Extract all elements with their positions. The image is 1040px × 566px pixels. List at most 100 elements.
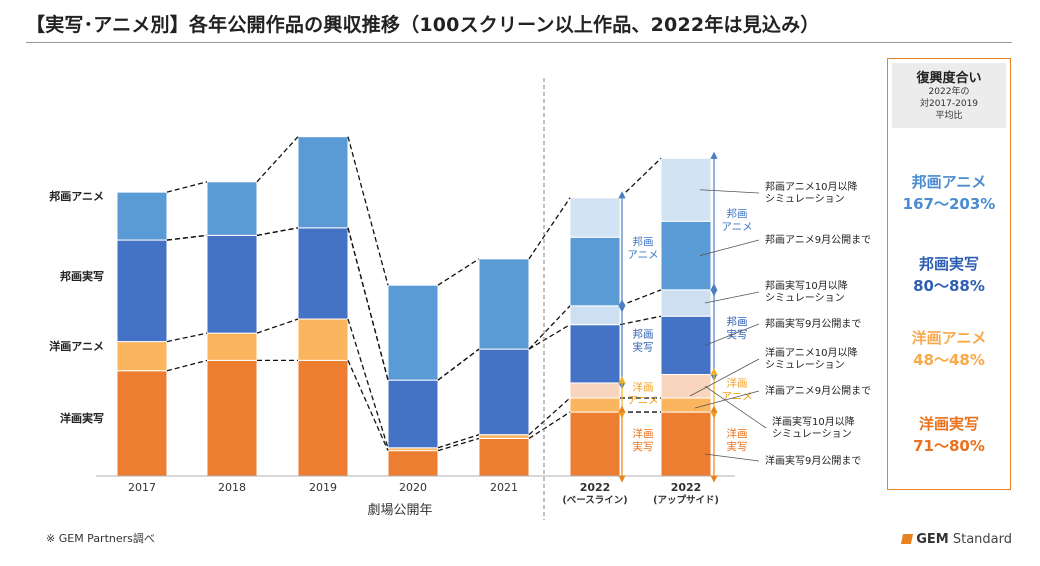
connector-line (347, 318, 389, 448)
recovery-panel-subtitle: 2022年の 対2017-2019 平均比 (892, 86, 1006, 122)
bar-segment (116, 370, 168, 477)
connector-line (619, 289, 662, 307)
bar-segment (569, 324, 621, 384)
annotation-label: シミュレーション (772, 429, 852, 440)
bar-segment (660, 315, 712, 375)
connector-line (256, 318, 299, 334)
row-label: 邦画アニメ (49, 189, 104, 203)
connector-line (437, 434, 480, 449)
bar-segment (478, 434, 530, 439)
range-label: 洋画 (633, 381, 654, 394)
bar-segment (478, 437, 530, 477)
annotation-label: 邦画実写9月公開まで (765, 317, 861, 330)
connector-line (619, 315, 662, 326)
x-tick-label: 2022 (580, 481, 611, 494)
recovery-item-range: 167～203% (902, 195, 996, 213)
annotation-label: 洋画実写10月以降 (772, 415, 855, 428)
brand-mark-icon (901, 534, 914, 544)
range-label: アニメ (627, 249, 658, 261)
annotation-label: 邦画アニメ9月公開まで (765, 233, 871, 246)
annotation-leader (699, 239, 760, 256)
annotation-leader (689, 358, 760, 397)
range-label: 邦画 (633, 327, 654, 340)
recovery-item-range: 80～88% (913, 277, 985, 295)
annotation-label: シミュレーション (765, 360, 845, 371)
x-tick-label: 2017 (128, 481, 156, 494)
recovery-item-name: 洋画アニメ (911, 329, 987, 347)
bar-segment (116, 341, 168, 372)
annotation-label: 邦画実写10月以降 (765, 279, 848, 292)
recovery-item-name: 邦画アニメ (911, 173, 987, 191)
recovery-item-name: 洋画実写 (918, 415, 979, 433)
subtitle-line: 2022年の (928, 87, 970, 97)
subtitle-line: 対2017-2019 (919, 99, 979, 109)
connector-line (528, 397, 571, 436)
connector-line (166, 332, 208, 343)
annotation-label: 邦画アニメ10月以降 (765, 180, 858, 193)
range-label: 洋画 (727, 427, 748, 440)
bar-segment (569, 411, 621, 477)
range-label: 邦画 (633, 235, 654, 248)
bar-segment (206, 234, 258, 334)
x-tick-label: (アップサイド) (653, 494, 719, 506)
range-label: アニメ (721, 221, 752, 233)
recovery-panel-title: 復興度合い (916, 71, 982, 86)
annotation-label: シミュレーション (765, 293, 845, 304)
connector-line (166, 359, 208, 372)
connector-line (256, 227, 299, 236)
recovery-panel-header: 復興度合い 2022年の 対2017-2019 平均比 (892, 63, 1006, 128)
subtitle-line: 平均比 (935, 111, 963, 121)
x-tick-label: 2022 (671, 481, 702, 494)
bar-segment (660, 397, 712, 413)
bar-segment (569, 382, 621, 399)
range-label: 実写 (727, 328, 748, 341)
bar-segment (569, 397, 621, 413)
bar-segment (387, 450, 439, 477)
annotation-label: 洋画アニメ9月公開まで (765, 384, 871, 397)
connector-line (528, 305, 571, 350)
brand-logo: GEM Standard (901, 532, 1012, 547)
x-tick-label: (ベースライン) (562, 495, 627, 506)
annotation-leader (704, 453, 760, 462)
connector-line (256, 136, 299, 183)
range-label: 邦画 (727, 207, 748, 220)
bar-segment (387, 379, 439, 449)
x-tick-label: 2020 (399, 481, 427, 494)
page-title: 【実写･アニメ別】各年公開作品の興収推移（100スクリーン以上作品、2022年は… (26, 14, 820, 36)
connector-line (528, 197, 571, 260)
connector-line (347, 136, 389, 286)
bar-segment (569, 305, 621, 326)
connector-line (166, 234, 208, 241)
connector-line (347, 227, 389, 381)
connector-line (619, 157, 662, 199)
bar-segment (660, 373, 712, 399)
recovery-item-domestic-anime: 邦画アニメ 167～203% (888, 171, 1010, 215)
range-label: 実写 (633, 440, 654, 453)
range-label: アニメ (627, 395, 658, 407)
x-tick-label: 2021 (490, 481, 518, 494)
bar-segment (660, 289, 712, 317)
connector-line (437, 348, 480, 381)
range-label: 邦画 (727, 315, 748, 328)
bar-segment (297, 318, 349, 361)
bar-segment (569, 236, 621, 307)
recovery-panel: 復興度合い 2022年の 対2017-2019 平均比 邦画アニメ 167～20… (887, 58, 1011, 490)
bar-segment (660, 220, 712, 291)
brand-mark-text: GEM (916, 532, 949, 547)
annotation-label: 洋画実写9月公開まで (765, 454, 861, 467)
bar-segment (478, 348, 530, 436)
x-axis-title: 劇場公開年 (367, 503, 432, 518)
annotation-leader (694, 390, 760, 409)
x-tick-label: 2019 (309, 481, 337, 494)
bar-segment (206, 332, 258, 361)
connector-line (528, 324, 571, 350)
annotation-leader (704, 385, 767, 429)
title-divider (26, 42, 1012, 43)
recovery-item-range: 48～48% (913, 351, 985, 369)
row-label: 邦画実写 (60, 269, 104, 283)
recovery-item-foreign-anime: 洋画アニメ 48～48% (888, 327, 1010, 371)
bar-segment (206, 359, 258, 477)
bar-segment (206, 181, 258, 236)
annotation-label: 洋画アニメ10月以降 (765, 346, 858, 359)
range-label: 洋画 (727, 376, 748, 389)
